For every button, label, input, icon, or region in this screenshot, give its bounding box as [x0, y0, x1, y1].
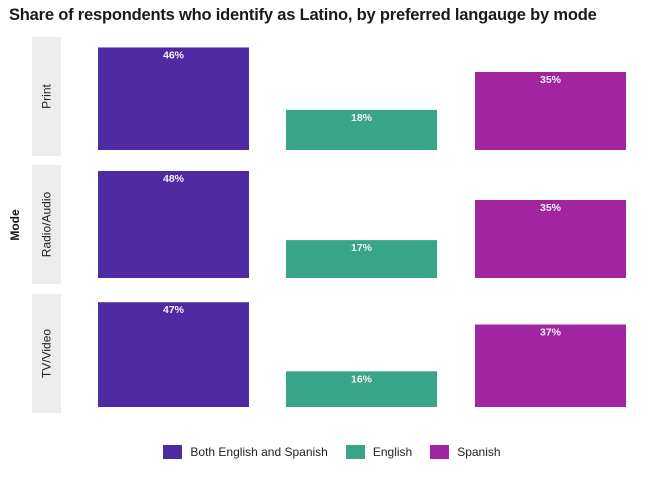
data-label-print-spanish: 35% — [540, 74, 562, 86]
bar-print-spanish — [475, 71, 626, 150]
data-label-radio-audio-english: 17% — [351, 242, 373, 254]
legend-swatch-english — [345, 445, 365, 459]
legend-item-english: English — [345, 445, 413, 459]
bar-radio-audio-spanish — [475, 199, 626, 278]
legend-item-spanish: Spanish — [430, 445, 501, 459]
bar-print-english — [286, 109, 437, 150]
facet-label-tv-video: TV/Video — [40, 329, 54, 378]
bar-print-both-english-and-spanish — [98, 47, 249, 151]
bar-radio-audio-both-english-and-spanish — [98, 171, 249, 278]
legend-item-both-english-and-spanish: Both English and Spanish — [163, 445, 328, 459]
data-label-radio-audio-both-english-and-spanish: 48% — [163, 173, 185, 185]
data-label-tv-video-both-english-and-spanish: 47% — [163, 304, 185, 316]
legend-swatch-both-english-and-spanish — [163, 445, 183, 459]
data-label-tv-video-spanish: 37% — [540, 327, 562, 339]
data-label-tv-video-english: 16% — [351, 373, 373, 385]
bar-tv-video-spanish — [475, 324, 626, 407]
facet-strip-radio-audio — [32, 165, 61, 284]
data-label-radio-audio-spanish: 35% — [540, 202, 562, 214]
bar-radio-audio-english — [286, 240, 437, 278]
bar-tv-video-english — [286, 371, 437, 407]
chart-title: Share of respondents who identify as Lat… — [9, 6, 597, 24]
legend-label-spanish: Spanish — [457, 445, 501, 459]
facet-axis-label: Mode — [8, 209, 22, 241]
legend-swatch-spanish — [430, 445, 450, 459]
chart-plot: Mode Print 46% 18% 35% Radio/Audio 48% 17% 35% TV… — [8, 37, 626, 413]
facet-strip-print — [32, 37, 61, 156]
legend: Both English and Spanish English Spanish — [0, 445, 672, 459]
legend-label-english: English — [372, 445, 413, 459]
bar-tv-video-both-english-and-spanish — [98, 302, 249, 407]
facet-label-radio-audio: Radio/Audio — [40, 191, 54, 257]
facet-strip-tv-video — [32, 294, 61, 413]
data-label-print-both-english-and-spanish: 46% — [163, 49, 185, 61]
legend-label-both-english-and-spanish: Both English and Spanish — [190, 445, 328, 459]
facet-label-print: Print — [40, 84, 54, 109]
data-label-print-english: 18% — [351, 112, 373, 124]
